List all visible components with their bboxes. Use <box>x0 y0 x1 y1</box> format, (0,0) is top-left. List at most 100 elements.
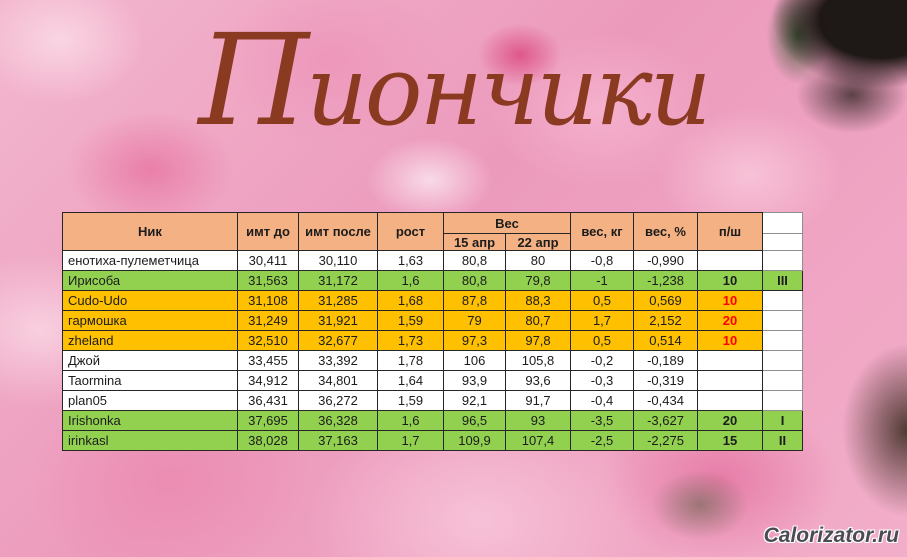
col-header-nick: Ник <box>62 212 238 251</box>
table-row: zheland 32,510 32,677 1,73 97,3 97,8 0,5 0,514 1… <box>62 330 803 351</box>
table-row: plan05 36,431 36,272 1,59 92,1 91,7 -0,4 -0,434 <box>62 390 803 411</box>
cell-psh <box>697 390 763 411</box>
cell-height: 1,73 <box>377 330 444 351</box>
cell-rank <box>762 250 803 271</box>
cell-psh: 20 <box>697 310 763 331</box>
cell-bmi-after: 32,677 <box>298 330 378 351</box>
table-row: Ирисоба 31,563 31,172 1,6 80,8 79,8 -1 -1,238 10… <box>62 270 803 291</box>
cell-bmi-before: 37,695 <box>237 410 299 431</box>
cell-nick: Cudo-Udo <box>62 290 238 311</box>
cell-weight-pct: 0,514 <box>633 330 698 351</box>
col-header-psh: п/ш <box>697 212 763 251</box>
cell-height: 1,68 <box>377 290 444 311</box>
cell-weight-kg: -0,4 <box>570 390 634 411</box>
cell-bmi-before: 31,108 <box>237 290 299 311</box>
cell-rank: III <box>762 270 803 291</box>
table-row: Джой 33,455 33,392 1,78 106 105,8 -0,2 -0,189 <box>62 350 803 371</box>
cell-bmi-before: 31,563 <box>237 270 299 291</box>
cell-bmi-after: 34,801 <box>298 370 378 391</box>
cell-bmi-before: 31,249 <box>237 310 299 331</box>
cell-weight-pct: -0,990 <box>633 250 698 271</box>
cell-height: 1,7 <box>377 430 444 451</box>
cell-w-apr15: 96,5 <box>443 410 506 431</box>
cell-weight-pct: 2,152 <box>633 310 698 331</box>
cell-w-apr15: 80,8 <box>443 270 506 291</box>
col-header-height: рост <box>377 212 444 251</box>
cell-psh: 10 <box>697 330 763 351</box>
cell-w-apr22: 97,8 <box>505 330 571 351</box>
cell-weight-kg: 0,5 <box>570 330 634 351</box>
cell-rank <box>762 370 803 391</box>
col-header-w-apr15: 15 апр <box>443 233 506 251</box>
cell-psh: 10 <box>697 290 763 311</box>
table-row: гармошка 31,249 31,921 1,59 79 80,7 1,7 2,152 20 <box>62 310 803 331</box>
cell-weight-pct: -0,434 <box>633 390 698 411</box>
cell-weight-pct: -0,189 <box>633 350 698 371</box>
table-body: енотиха-пулеметчица 30,411 30,110 1,63 80,8 8… <box>62 250 803 451</box>
cell-psh: 20 <box>697 410 763 431</box>
cell-psh: 10 <box>697 270 763 291</box>
cell-nick: Джой <box>62 350 238 371</box>
cell-height: 1,64 <box>377 370 444 391</box>
cell-w-apr22: 93 <box>505 410 571 431</box>
cell-weight-pct: -3,627 <box>633 410 698 431</box>
cell-bmi-after: 33,392 <box>298 350 378 371</box>
cell-w-apr15: 93,9 <box>443 370 506 391</box>
cell-weight-kg: -0,8 <box>570 250 634 271</box>
cell-nick: гармошка <box>62 310 238 331</box>
cell-rank <box>762 310 803 331</box>
cell-weight-pct: -0,319 <box>633 370 698 391</box>
page-title: Пиончики <box>198 6 711 154</box>
cell-w-apr15: 109,9 <box>443 430 506 451</box>
cell-w-apr22: 93,6 <box>505 370 571 391</box>
cell-weight-pct: -1,238 <box>633 270 698 291</box>
cell-weight-kg: -3,5 <box>570 410 634 431</box>
cell-nick: plan05 <box>62 390 238 411</box>
cell-weight-kg: -0,3 <box>570 370 634 391</box>
col-header-weight-pct: вес, % <box>633 212 698 251</box>
cell-nick: Irishonka <box>62 410 238 431</box>
cell-weight-kg: -0,2 <box>570 350 634 371</box>
cell-rank <box>762 390 803 411</box>
cell-height: 1,59 <box>377 390 444 411</box>
results-table: Ник имт до имт после рост Вес вес, кг ве… <box>62 212 803 451</box>
cell-w-apr22: 91,7 <box>505 390 571 411</box>
cell-bmi-before: 36,431 <box>237 390 299 411</box>
col-header-rank-top <box>762 212 803 234</box>
cell-bmi-before: 32,510 <box>237 330 299 351</box>
cell-rank: I <box>762 410 803 431</box>
cell-bmi-after: 31,172 <box>298 270 378 291</box>
table-row: енотиха-пулеметчица 30,411 30,110 1,63 80,8 8… <box>62 250 803 271</box>
cell-height: 1,6 <box>377 270 444 291</box>
cell-w-apr22: 105,8 <box>505 350 571 371</box>
table-row: Taormina 34,912 34,801 1,64 93,9 93,6 -0,3 -0,3… <box>62 370 803 391</box>
cell-nick: енотиха-пулеметчица <box>62 250 238 271</box>
cell-height: 1,63 <box>377 250 444 271</box>
cell-height: 1,78 <box>377 350 444 371</box>
cell-w-apr22: 79,8 <box>505 270 571 291</box>
cell-bmi-before: 34,912 <box>237 370 299 391</box>
cell-w-apr22: 107,4 <box>505 430 571 451</box>
cell-w-apr15: 92,1 <box>443 390 506 411</box>
cell-nick: Ирисоба <box>62 270 238 291</box>
cell-w-apr15: 80,8 <box>443 250 506 271</box>
table-row: Cudo-Udo 31,108 31,285 1,68 87,8 88,3 0,5 0,569… <box>62 290 803 311</box>
cell-bmi-after: 36,272 <box>298 390 378 411</box>
cell-rank <box>762 290 803 311</box>
col-header-w-apr22: 22 апр <box>505 233 571 251</box>
col-header-weight-group: Вес <box>443 212 571 234</box>
cell-weight-kg: 1,7 <box>570 310 634 331</box>
cell-bmi-before: 38,028 <box>237 430 299 451</box>
col-header-bmi-before: имт до <box>237 212 299 251</box>
cell-weight-kg: -2,5 <box>570 430 634 451</box>
cell-nick: Taormina <box>62 370 238 391</box>
col-header-rank-bottom <box>762 233 803 251</box>
cell-rank <box>762 350 803 371</box>
cell-bmi-after: 31,921 <box>298 310 378 331</box>
cell-bmi-after: 36,328 <box>298 410 378 431</box>
table-row: Irishonka 37,695 36,328 1,6 96,5 93 -3,5 -3,627… <box>62 410 803 431</box>
cell-psh <box>697 250 763 271</box>
cell-height: 1,59 <box>377 310 444 331</box>
cell-psh: 15 <box>697 430 763 451</box>
cell-bmi-after: 31,285 <box>298 290 378 311</box>
